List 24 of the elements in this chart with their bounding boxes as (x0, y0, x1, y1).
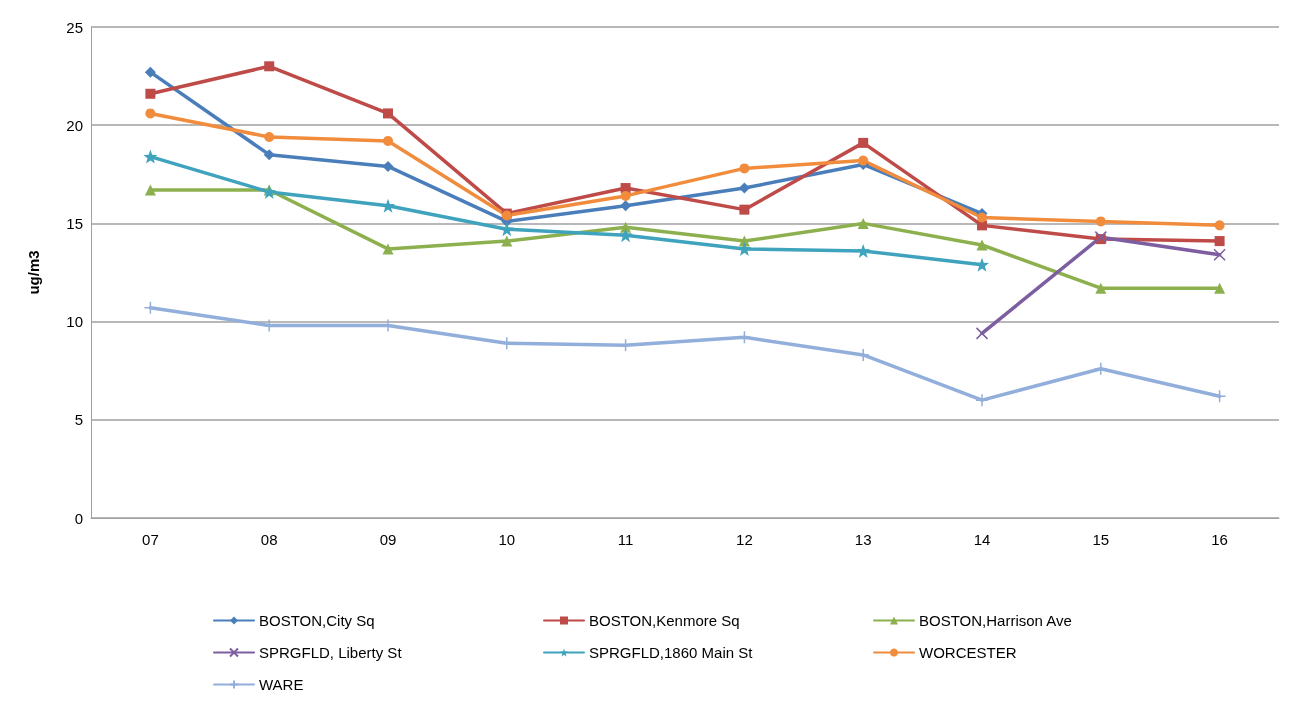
legend-label: SPRGFLD, Liberty St (259, 644, 403, 661)
x-tick-label: 13 (854, 531, 872, 548)
x-tick-label: 10 (498, 531, 516, 548)
x-tick-label: 16 (1211, 531, 1228, 548)
y-tick-label: 20 (66, 116, 83, 134)
y-axis-title: ug/m3 (25, 250, 42, 295)
legend-label: SPRGFLD,1860 Main St (589, 644, 754, 661)
y-tick-label: 5 (74, 411, 83, 429)
x-tick-label: 07 (142, 531, 159, 548)
y-tick-label: 15 (66, 214, 83, 232)
x-tick-label: 12 (736, 531, 753, 548)
y-tick-label: 25 (66, 18, 83, 36)
x-tick-label: 08 (260, 531, 278, 548)
x-tick-label: 09 (379, 531, 397, 548)
x-tick-label: 14 (973, 531, 991, 548)
legend-label: BOSTON,City Sq (259, 612, 375, 629)
x-tick-label: 15 (1092, 531, 1110, 548)
y-tick-label: 0 (74, 509, 83, 527)
y-tick-label: 10 (66, 313, 83, 331)
x-tick-label: 11 (617, 531, 634, 548)
legend-label: WARE (259, 676, 304, 693)
legend-label: BOSTON,Kenmore Sq (589, 612, 740, 629)
legend-label: WORCESTER (919, 644, 1017, 661)
legend-label: BOSTON,Harrison Ave (919, 612, 1072, 629)
